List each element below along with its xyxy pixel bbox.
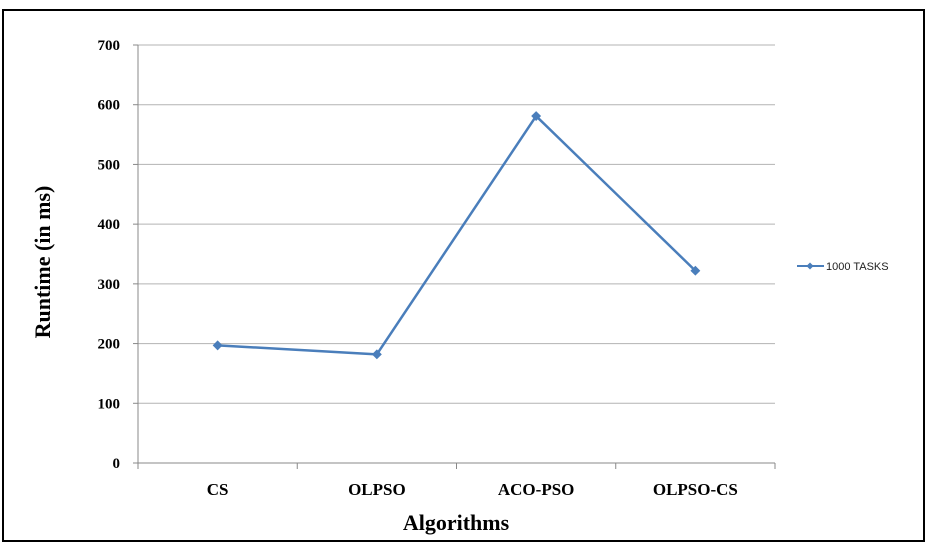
y-tick-labels: 0 100 200 300 400 500 600 700 (98, 38, 121, 472)
x-tick-label: CS (207, 480, 229, 499)
x-axis-title: Algorithms (403, 510, 510, 535)
y-tick-label: 600 (98, 98, 121, 114)
data-point (371, 349, 382, 360)
legend-label: 1000 TASKS (826, 261, 889, 273)
data-point (690, 265, 701, 276)
x-tick-labels: CS OLPSO ACO-PSO OLPSO-CS (207, 480, 738, 499)
legend-swatch-marker (806, 262, 814, 270)
x-tick-label: ACO-PSO (498, 480, 575, 499)
data-point (212, 340, 223, 351)
data-point (531, 111, 542, 122)
y-tick-label: 500 (98, 157, 121, 173)
x-tick-label: OLPSO (348, 480, 406, 499)
legend: 1000 TASKS (797, 261, 889, 273)
gridlines (138, 44, 775, 404)
series-line (217, 114, 697, 356)
series-lines (217, 114, 697, 356)
chart-border (2, 9, 925, 542)
y-axis-title: Runtime (in ms) (30, 186, 55, 339)
axes (133, 44, 776, 469)
y-tick-label: 300 (98, 277, 121, 293)
y-tick-label: 100 (98, 396, 121, 412)
y-tick-label: 200 (98, 337, 121, 353)
x-tick-label: OLPSO-CS (653, 480, 738, 499)
y-tick-label: 400 (98, 217, 121, 233)
y-tick-label: 700 (98, 38, 121, 54)
y-tick-label: 0 (113, 456, 121, 472)
data-points (212, 111, 701, 360)
